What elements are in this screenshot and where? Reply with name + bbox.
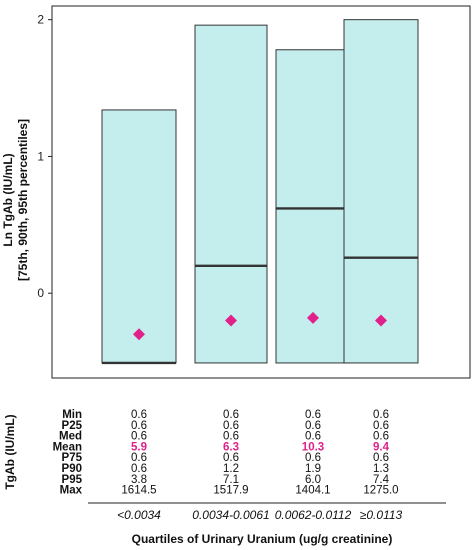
table-cell: 1.2	[223, 463, 239, 475]
table-row-label: Max	[60, 485, 83, 497]
table-cell: 0.6	[305, 420, 321, 432]
table-cell: 0.6	[223, 452, 239, 464]
table-cell: 0.6	[305, 452, 321, 464]
mean-marker	[375, 314, 387, 327]
table-cell: 5.9	[131, 441, 147, 453]
table-row-label: Min	[62, 409, 82, 421]
table-side-label: TgAb (IU/mL)	[3, 414, 17, 489]
table-cell: 7.4	[373, 474, 390, 486]
table-row-label: Med	[59, 431, 82, 443]
percentile-box	[275, 49, 351, 364]
mean-marker	[307, 311, 319, 324]
mean-marker	[225, 314, 237, 327]
percentile-box	[343, 19, 419, 364]
table-cell: 0.6	[131, 420, 147, 432]
table-cell: 0.6	[131, 409, 147, 421]
x-category-label: ≥0.0113	[360, 508, 403, 522]
table-cell: 10.3	[302, 441, 324, 453]
table-row-label: Mean	[53, 441, 82, 453]
table-cell: 0.6	[223, 420, 239, 432]
table-cell: 0.6	[305, 409, 321, 421]
table-cell: 0.6	[131, 463, 147, 475]
table-cell: 6.0	[305, 474, 321, 486]
y-tick-label: 1	[37, 149, 44, 163]
table-cell: 0.6	[373, 431, 389, 443]
table-cell: 0.6	[131, 452, 147, 464]
table-cell: 7.1	[223, 474, 239, 486]
table-cell: 0.6	[373, 409, 389, 421]
plot-area: 0 1 2	[37, 5, 471, 379]
x-category-label: <0.0034	[117, 508, 161, 522]
table-row-label: P75	[62, 452, 83, 464]
y-axis-title: Ln TgAb (IU/mL)	[1, 153, 15, 246]
plot-border	[51, 5, 471, 379]
table-cell: 0.6	[305, 431, 321, 443]
table-cell: 1614.5	[121, 485, 156, 497]
table-cell: 1517.9	[213, 485, 248, 497]
table-cell: 0.6	[223, 409, 239, 421]
percentile-box	[101, 109, 177, 364]
table-cell: 6.3	[223, 441, 239, 453]
y-axis-subtitle: [75th, 90th, 95th percentiles]	[16, 119, 30, 281]
table-cell: 0.6	[223, 431, 239, 443]
mean-marker	[133, 328, 145, 341]
x-category-label: 0.0034-0.0061	[192, 508, 269, 522]
table-row-label: P90	[62, 463, 82, 475]
x-category-label: 0.0062-0.0112	[275, 508, 352, 522]
table-cell: 1275.0	[363, 485, 398, 497]
table-cell: 1404.1	[295, 485, 330, 497]
table-cell: 1.9	[305, 463, 321, 475]
table-cell: 3.8	[131, 474, 147, 486]
table-cell: 1.3	[373, 463, 389, 475]
table-cell: 0.6	[131, 431, 147, 443]
x-axis-title: Quartiles of Urinary Uranium (ug/g creat…	[132, 532, 393, 546]
y-tick-label: 2	[37, 13, 44, 27]
table-row-label: P95	[62, 474, 83, 486]
table-cell: 9.4	[373, 441, 390, 453]
table-cell: 0.6	[373, 420, 389, 432]
table-row-label: P25	[62, 420, 83, 432]
percentile-box	[194, 24, 268, 364]
y-tick-label: 0	[37, 286, 44, 300]
table-cell: 0.6	[373, 452, 389, 464]
